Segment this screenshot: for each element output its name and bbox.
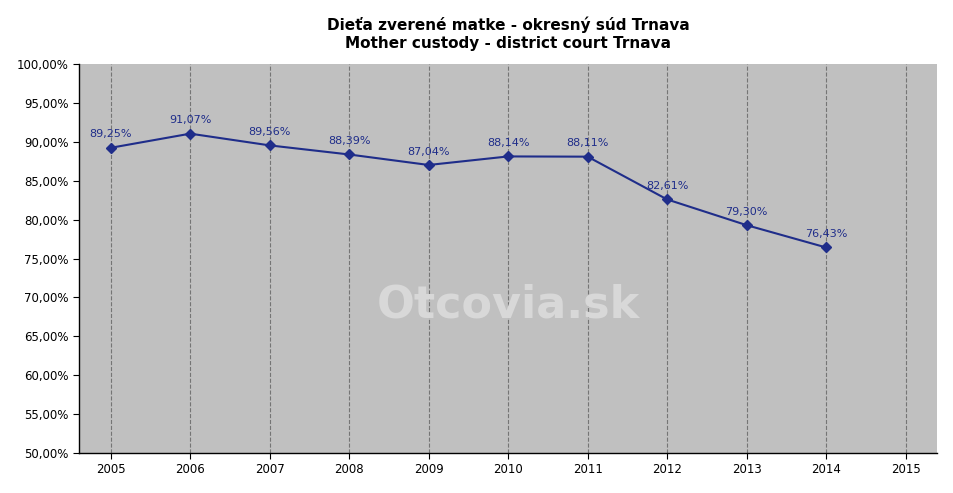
Text: 82,61%: 82,61% bbox=[645, 181, 687, 191]
Text: 87,04%: 87,04% bbox=[407, 146, 450, 157]
Text: 79,30%: 79,30% bbox=[724, 207, 767, 217]
Text: 89,25%: 89,25% bbox=[90, 130, 132, 140]
Text: 89,56%: 89,56% bbox=[249, 127, 291, 137]
Text: 91,07%: 91,07% bbox=[169, 115, 212, 125]
Text: 88,11%: 88,11% bbox=[566, 139, 608, 148]
Text: 88,14%: 88,14% bbox=[486, 138, 529, 148]
Text: 88,39%: 88,39% bbox=[328, 136, 370, 146]
Text: 76,43%: 76,43% bbox=[804, 229, 846, 239]
Title: Dieťa zverené matke - okresný súd Trnava
Mother custody - district court Trnava: Dieťa zverené matke - okresný súd Trnava… bbox=[327, 17, 689, 51]
Text: Otcovia.sk: Otcovia.sk bbox=[376, 283, 639, 327]
